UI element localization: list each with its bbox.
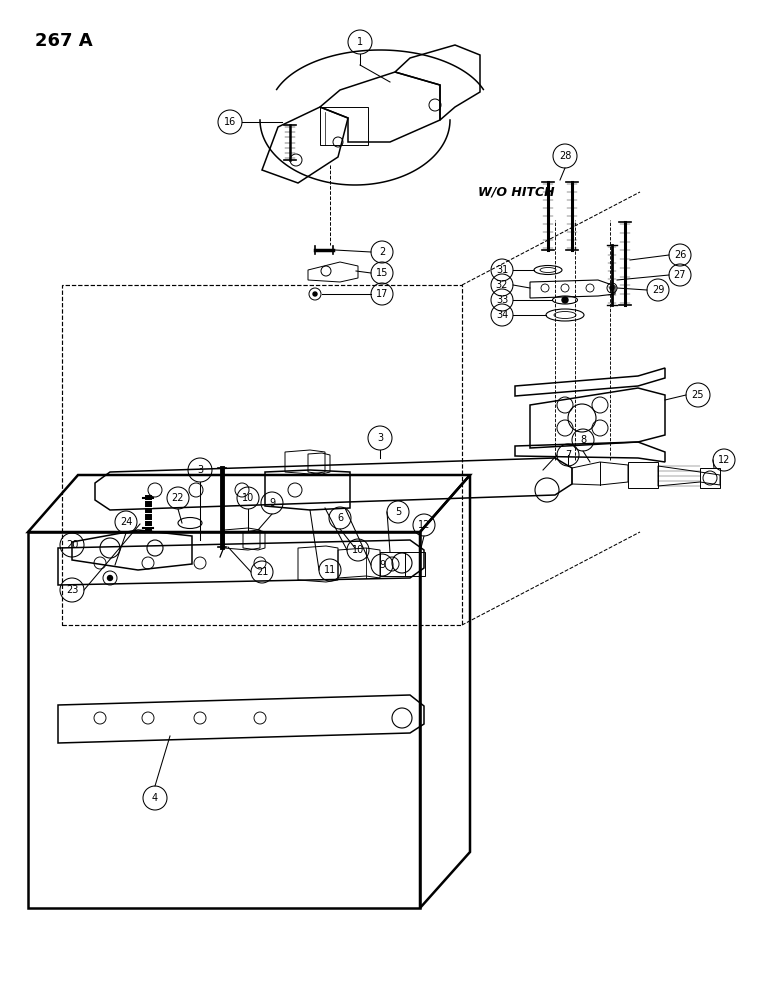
- Text: 25: 25: [692, 390, 704, 400]
- Text: 32: 32: [496, 280, 508, 290]
- Text: 10: 10: [352, 545, 364, 555]
- Circle shape: [313, 292, 317, 296]
- Text: 15: 15: [376, 268, 388, 278]
- Text: 21: 21: [256, 567, 268, 577]
- Text: 26: 26: [674, 250, 686, 260]
- Text: 28: 28: [559, 151, 571, 161]
- Text: 34: 34: [496, 310, 508, 320]
- Text: 33: 33: [496, 295, 508, 305]
- Text: 12: 12: [718, 455, 730, 465]
- Text: W/O HITCH: W/O HITCH: [478, 186, 554, 198]
- Text: 27: 27: [674, 270, 686, 280]
- Text: 24: 24: [120, 517, 132, 527]
- Text: 8: 8: [580, 435, 586, 445]
- Text: 10: 10: [242, 493, 254, 503]
- Text: 29: 29: [652, 285, 664, 295]
- Text: 7: 7: [565, 450, 571, 460]
- Text: 4: 4: [152, 793, 158, 803]
- Text: 1: 1: [357, 37, 363, 47]
- Text: 9: 9: [379, 560, 385, 570]
- Circle shape: [610, 286, 614, 290]
- Text: 3: 3: [377, 433, 383, 443]
- Text: 16: 16: [224, 117, 236, 127]
- Circle shape: [562, 297, 568, 303]
- Text: 267 A: 267 A: [35, 32, 93, 50]
- Text: 20: 20: [66, 540, 78, 550]
- Text: 6: 6: [337, 513, 343, 523]
- Circle shape: [107, 576, 113, 580]
- Text: 9: 9: [269, 498, 275, 508]
- Text: 5: 5: [394, 507, 401, 517]
- Bar: [62, 285, 462, 625]
- Text: 3: 3: [197, 465, 203, 475]
- Text: 31: 31: [496, 265, 508, 275]
- Text: 2: 2: [379, 247, 385, 257]
- Text: 12: 12: [418, 520, 430, 530]
- Text: 11: 11: [324, 565, 336, 575]
- Text: 23: 23: [66, 585, 78, 595]
- Text: 22: 22: [171, 493, 185, 503]
- Text: 17: 17: [376, 289, 388, 299]
